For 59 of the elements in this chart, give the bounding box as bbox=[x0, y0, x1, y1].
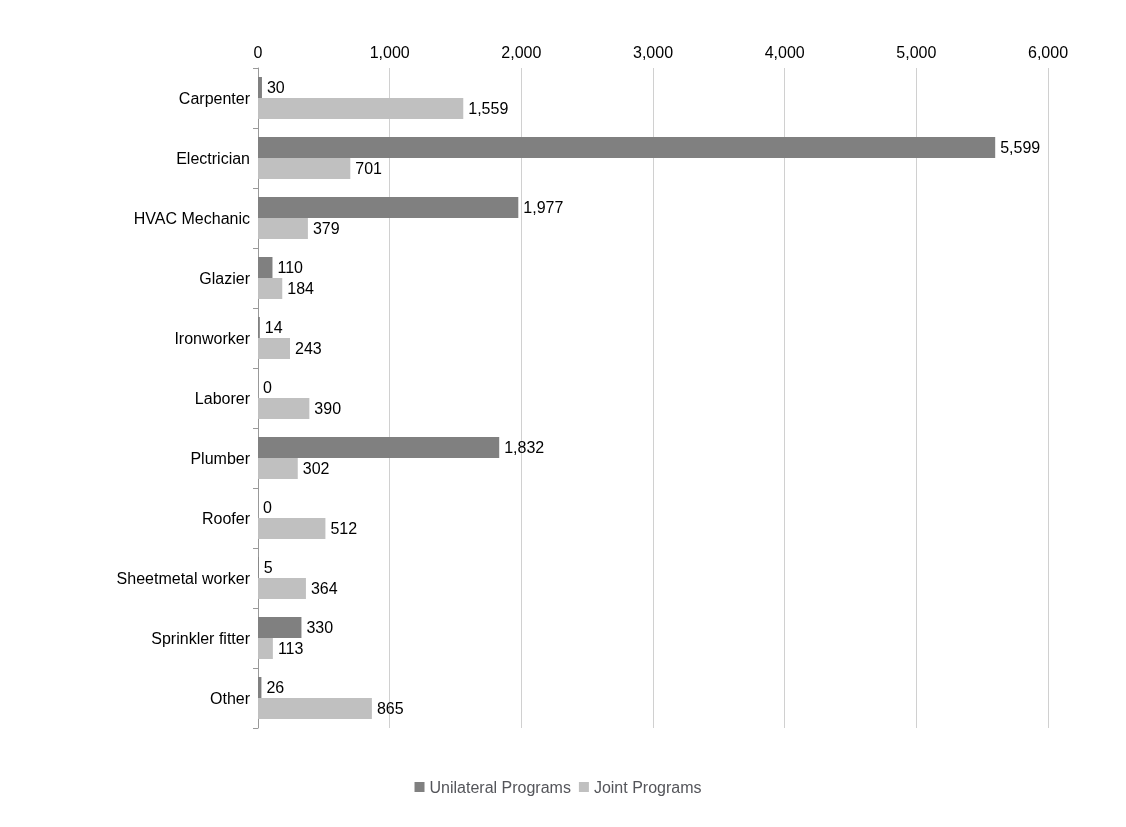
y-tick-label: Laborer bbox=[194, 389, 251, 407]
y-tick-label: Electrician bbox=[176, 149, 250, 167]
data-label: 512 bbox=[330, 520, 358, 537]
data-label: 5 bbox=[263, 559, 273, 576]
data-label: 113 bbox=[277, 640, 304, 657]
x-tick-label: 1,000 bbox=[369, 43, 410, 61]
bar bbox=[258, 218, 308, 239]
data-label: 330 bbox=[306, 619, 334, 636]
data-label: 364 bbox=[310, 580, 338, 597]
y-tick-label: Other bbox=[209, 689, 251, 707]
bar bbox=[258, 278, 283, 299]
data-label: 243 bbox=[294, 340, 322, 357]
bar bbox=[258, 137, 996, 158]
data-label: 30 bbox=[266, 79, 285, 96]
data-label: 390 bbox=[314, 400, 342, 417]
x-tick-label: 2,000 bbox=[501, 43, 542, 61]
bar bbox=[258, 77, 262, 98]
legend-label: Joint Programs bbox=[593, 778, 702, 796]
data-label: 379 bbox=[312, 220, 340, 237]
y-tick-label: Carpenter bbox=[178, 89, 251, 107]
x-tick-label: 4,000 bbox=[764, 43, 805, 61]
x-tick-label: 6,000 bbox=[1027, 43, 1069, 61]
data-label: 5,599 bbox=[1000, 139, 1041, 156]
data-label: 110 bbox=[277, 259, 304, 276]
data-label: 14 bbox=[264, 319, 283, 336]
x-tick-label: 0 bbox=[253, 43, 263, 61]
data-label: 184 bbox=[287, 280, 315, 297]
y-tick-label: Sheetmetal worker bbox=[116, 569, 251, 587]
data-label: 1,832 bbox=[504, 439, 545, 456]
bar bbox=[258, 98, 464, 119]
y-tick-label: Glazier bbox=[199, 269, 251, 287]
bar bbox=[258, 437, 500, 458]
legend-label: Unilateral Programs bbox=[429, 778, 571, 796]
bar bbox=[258, 338, 290, 359]
data-label: 865 bbox=[376, 700, 404, 717]
bar bbox=[258, 197, 519, 218]
data-label: 1,977 bbox=[523, 199, 564, 216]
bar bbox=[258, 398, 310, 419]
data-label: 1,559 bbox=[468, 100, 509, 117]
y-tick-label: Roofer bbox=[201, 509, 251, 527]
bar bbox=[258, 638, 273, 659]
bar bbox=[258, 698, 372, 719]
x-tick-label: 3,000 bbox=[632, 43, 674, 61]
data-label: 701 bbox=[355, 160, 383, 177]
bar bbox=[258, 158, 351, 179]
data-label: 0 bbox=[263, 499, 272, 516]
bar bbox=[258, 578, 306, 599]
bar bbox=[258, 458, 298, 479]
data-label: 0 bbox=[263, 379, 272, 396]
y-tick-label: Plumber bbox=[190, 449, 251, 467]
y-tick-label: Ironworker bbox=[174, 329, 251, 347]
y-tick-label: Sprinkler fitter bbox=[151, 629, 251, 647]
bar bbox=[258, 518, 326, 539]
y-tick-label: HVAC Mechanic bbox=[133, 209, 250, 227]
bar bbox=[258, 257, 273, 278]
x-tick-label: 5,000 bbox=[896, 43, 937, 61]
data-label: 302 bbox=[302, 460, 330, 477]
data-label: 26 bbox=[266, 679, 285, 696]
bar bbox=[258, 617, 302, 638]
